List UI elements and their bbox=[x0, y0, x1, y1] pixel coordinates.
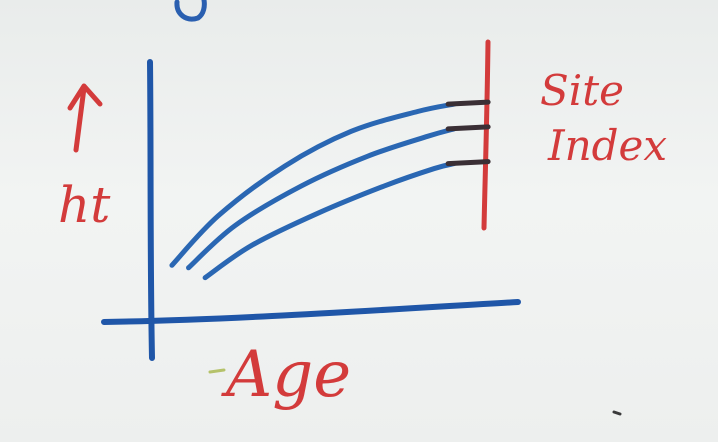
index-tick-upper bbox=[445, 99, 491, 107]
stray-dot bbox=[612, 410, 622, 416]
curve-middle bbox=[186, 126, 457, 271]
y-axis-label: ht bbox=[58, 176, 111, 234]
index-tick-middle bbox=[445, 124, 491, 132]
stray-dash bbox=[208, 368, 226, 374]
x-axis-label: Age bbox=[221, 338, 351, 412]
index-tick-lower bbox=[445, 159, 491, 167]
up-arrow-icon bbox=[67, 83, 103, 153]
curve-upper bbox=[169, 101, 457, 268]
ticks-group bbox=[445, 99, 491, 167]
site-index-line bbox=[481, 39, 491, 231]
x-axis bbox=[101, 299, 521, 325]
site-index-label: Site bbox=[540, 66, 624, 115]
curves-group bbox=[169, 101, 457, 281]
site-index-label-2: Index bbox=[547, 121, 667, 170]
stray-mark bbox=[174, 0, 207, 22]
y-axis bbox=[147, 59, 155, 361]
curve-lower bbox=[202, 161, 457, 281]
